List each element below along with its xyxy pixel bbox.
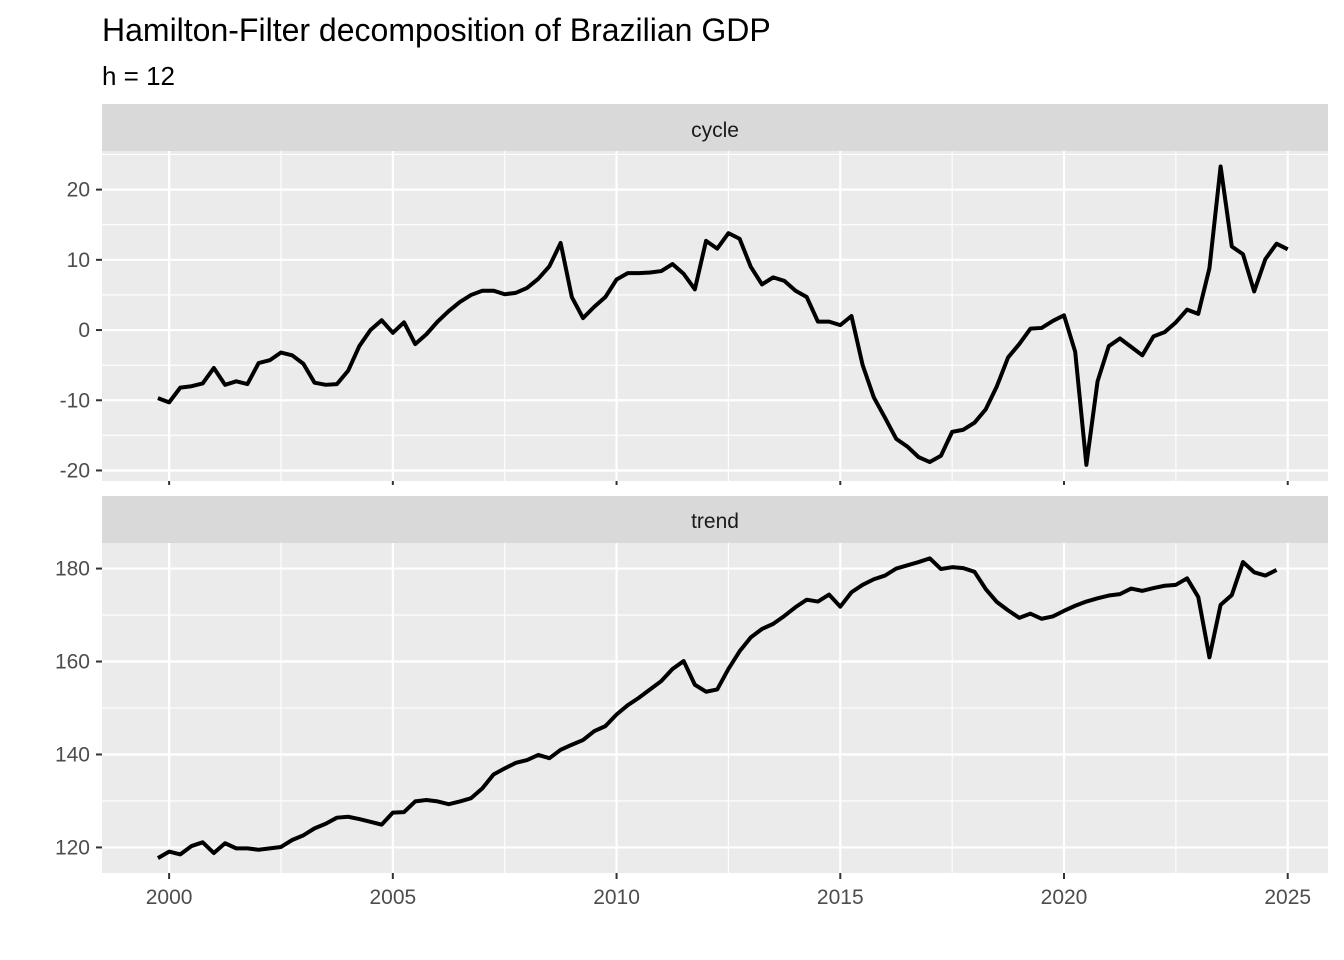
cycle-y-tick-label: -20 (60, 459, 90, 482)
trend-series (156, 556, 1278, 860)
trend-gridlines (102, 543, 1328, 873)
x-tick-label: 2015 (817, 886, 864, 909)
trend-line (156, 556, 1278, 860)
cycle-series (157, 164, 1289, 467)
x-axis: 2000 2005 2010 2015 2020 2025 (146, 481, 1311, 909)
cycle-line (157, 164, 1289, 467)
trend-y-tick-label: 160 (55, 651, 90, 674)
trend-strip-label: trend (691, 510, 739, 533)
cycle-y-axis: -20 -10 0 10 20 (60, 179, 102, 482)
trend-y-tick-label: 140 (55, 743, 90, 766)
trend-strip (102, 496, 1328, 543)
cycle-panel: cycle -20 -10 0 10 20 (60, 104, 1328, 482)
chart-subtitle: h = 12 (102, 61, 175, 91)
cycle-strip-label: cycle (691, 119, 739, 142)
cycle-strip (102, 104, 1328, 151)
x-tick-label: 2025 (1264, 886, 1311, 909)
cycle-y-tick-label: 20 (67, 179, 90, 202)
trend-y-tick-label: 120 (55, 836, 90, 859)
cycle-y-tick-label: -10 (60, 389, 90, 412)
chart-title: Hamilton-Filter decomposition of Brazili… (102, 12, 771, 48)
trend-y-tick-label: 180 (55, 558, 90, 581)
cycle-y-tick-label: 10 (67, 249, 90, 272)
x-tick-label: 2000 (146, 886, 193, 909)
x-tick-label: 2010 (593, 886, 640, 909)
cycle-y-tick-label: 0 (78, 319, 90, 342)
x-tick-label: 2005 (369, 886, 416, 909)
cycle-gridlines (102, 151, 1328, 481)
x-tick-label: 2020 (1041, 886, 1088, 909)
trend-y-axis: 120 140 160 180 (55, 558, 102, 859)
cycle-plot-background (102, 151, 1328, 481)
trend-panel: trend 120 140 160 180 (55, 496, 1328, 873)
